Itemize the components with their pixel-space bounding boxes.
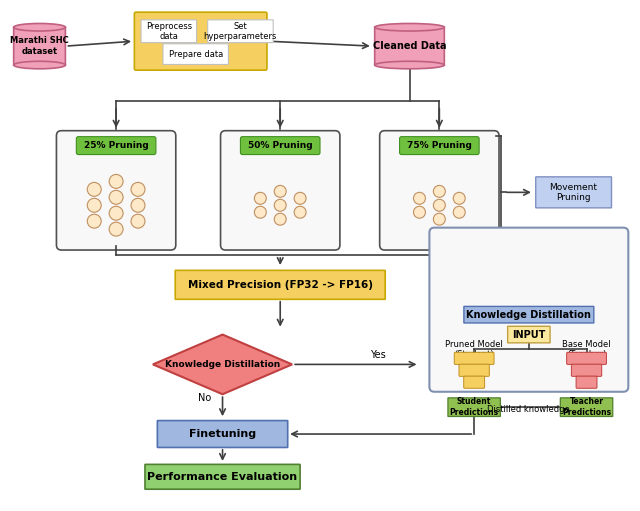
Ellipse shape bbox=[374, 24, 444, 31]
FancyBboxPatch shape bbox=[207, 20, 273, 42]
Text: Prepare data: Prepare data bbox=[168, 50, 223, 59]
Text: Preprocess
data: Preprocess data bbox=[146, 21, 192, 41]
FancyBboxPatch shape bbox=[145, 464, 300, 489]
FancyBboxPatch shape bbox=[13, 27, 65, 65]
FancyBboxPatch shape bbox=[459, 364, 490, 376]
Ellipse shape bbox=[13, 24, 65, 31]
Circle shape bbox=[109, 206, 123, 220]
Text: Performance Evaluation: Performance Evaluation bbox=[147, 472, 298, 482]
FancyBboxPatch shape bbox=[566, 352, 607, 364]
Circle shape bbox=[109, 191, 123, 204]
Polygon shape bbox=[153, 335, 292, 394]
FancyBboxPatch shape bbox=[464, 376, 484, 388]
FancyBboxPatch shape bbox=[429, 228, 628, 392]
Text: Mixed Precision (FP32 -> FP16): Mixed Precision (FP32 -> FP16) bbox=[188, 280, 372, 290]
FancyBboxPatch shape bbox=[576, 376, 597, 388]
Circle shape bbox=[87, 182, 101, 196]
Circle shape bbox=[433, 199, 445, 211]
FancyBboxPatch shape bbox=[175, 270, 385, 299]
FancyBboxPatch shape bbox=[454, 352, 494, 364]
Text: Finetuning: Finetuning bbox=[189, 429, 256, 439]
FancyBboxPatch shape bbox=[374, 27, 444, 65]
Circle shape bbox=[109, 222, 123, 236]
FancyBboxPatch shape bbox=[380, 131, 499, 250]
FancyBboxPatch shape bbox=[221, 131, 340, 250]
FancyBboxPatch shape bbox=[448, 398, 500, 416]
Text: Cleaned Data: Cleaned Data bbox=[372, 41, 446, 51]
FancyBboxPatch shape bbox=[241, 136, 320, 154]
Text: Distilled knowledge: Distilled knowledge bbox=[488, 405, 570, 414]
Circle shape bbox=[294, 206, 306, 218]
Text: Movement
Pruning: Movement Pruning bbox=[550, 182, 598, 202]
Text: Student
Predictions: Student Predictions bbox=[449, 398, 499, 417]
Circle shape bbox=[433, 213, 445, 225]
Text: Teacher
Predictions: Teacher Predictions bbox=[562, 398, 611, 417]
Text: 75% Pruning: 75% Pruning bbox=[407, 141, 472, 150]
FancyBboxPatch shape bbox=[134, 12, 267, 70]
FancyBboxPatch shape bbox=[56, 131, 176, 250]
Circle shape bbox=[131, 182, 145, 196]
Text: No: No bbox=[198, 393, 211, 403]
Circle shape bbox=[131, 198, 145, 212]
FancyBboxPatch shape bbox=[561, 398, 612, 416]
Circle shape bbox=[453, 206, 465, 218]
Circle shape bbox=[131, 214, 145, 228]
Circle shape bbox=[87, 198, 101, 212]
FancyBboxPatch shape bbox=[572, 364, 602, 376]
Circle shape bbox=[275, 213, 286, 225]
FancyBboxPatch shape bbox=[464, 307, 594, 323]
FancyBboxPatch shape bbox=[141, 20, 196, 42]
Circle shape bbox=[453, 192, 465, 204]
FancyBboxPatch shape bbox=[163, 44, 228, 64]
Circle shape bbox=[294, 192, 306, 204]
Text: Marathi SHC
dataset: Marathi SHC dataset bbox=[10, 36, 69, 56]
Circle shape bbox=[275, 199, 286, 211]
Text: Base Model
(Teacher): Base Model (Teacher) bbox=[562, 339, 611, 359]
FancyBboxPatch shape bbox=[399, 136, 479, 154]
Text: 50% Pruning: 50% Pruning bbox=[248, 141, 312, 150]
Text: Yes: Yes bbox=[370, 351, 385, 360]
Text: Knowledge Distillation: Knowledge Distillation bbox=[165, 360, 280, 369]
Circle shape bbox=[275, 185, 286, 197]
Text: Knowledge Distillation: Knowledge Distillation bbox=[467, 310, 591, 320]
FancyBboxPatch shape bbox=[76, 136, 156, 154]
Circle shape bbox=[433, 185, 445, 197]
Circle shape bbox=[254, 192, 266, 204]
Circle shape bbox=[254, 206, 266, 218]
Text: INPUT: INPUT bbox=[512, 330, 545, 340]
Circle shape bbox=[413, 192, 426, 204]
Text: Set
hyperparameters: Set hyperparameters bbox=[204, 21, 277, 41]
FancyBboxPatch shape bbox=[536, 177, 611, 208]
Circle shape bbox=[87, 214, 101, 228]
FancyBboxPatch shape bbox=[508, 327, 550, 343]
Ellipse shape bbox=[13, 61, 65, 69]
FancyBboxPatch shape bbox=[157, 421, 288, 448]
Text: Pruned Model
(Student): Pruned Model (Student) bbox=[445, 339, 503, 359]
Circle shape bbox=[413, 206, 426, 218]
Circle shape bbox=[109, 174, 123, 189]
Ellipse shape bbox=[374, 61, 444, 69]
Text: 25% Pruning: 25% Pruning bbox=[84, 141, 148, 150]
